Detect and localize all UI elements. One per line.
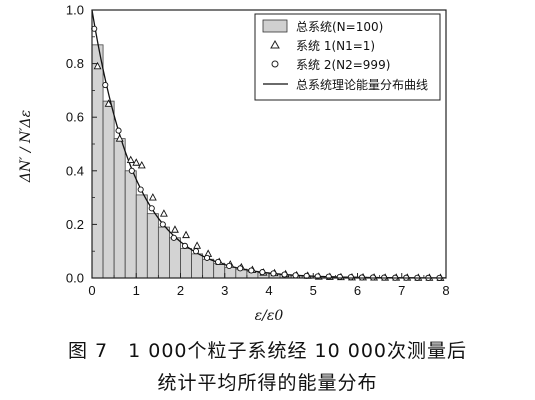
system1-point	[132, 158, 141, 166]
system1-point	[193, 241, 202, 249]
y-tick-label: 0.8	[66, 56, 84, 71]
histogram-bar	[169, 237, 181, 279]
histogram-bar	[102, 100, 115, 279]
system2-point	[128, 167, 135, 174]
histogram-bar	[180, 248, 192, 279]
system1-point	[93, 61, 102, 70]
system1-point	[137, 160, 146, 169]
x-tick-label: 5	[310, 283, 317, 298]
system2-point	[270, 270, 277, 277]
system2-point	[259, 269, 266, 276]
x-tick-label: 7	[398, 283, 405, 298]
y-axis-ticks: 0.0 0.2 0.4 0.6 0.8 1.0	[66, 3, 97, 286]
system2-point	[148, 205, 155, 212]
system1-point	[159, 209, 168, 217]
system1-point	[171, 225, 179, 233]
system2-point	[215, 258, 222, 265]
y-tick-label: 0.2	[66, 217, 84, 232]
x-tick-label: 6	[354, 283, 361, 298]
system1-point	[148, 193, 157, 201]
histogram-bar	[135, 194, 148, 279]
system2-point	[192, 248, 200, 255]
y-tick-label: 0.0	[66, 271, 84, 286]
histogram-bar	[202, 258, 215, 279]
x-tick-label: 1	[133, 283, 140, 298]
system2-point	[237, 265, 244, 272]
legend-entry-total: 总系统(N=100)	[296, 20, 383, 34]
legend-bar-swatch	[262, 19, 288, 33]
system2-point	[248, 267, 255, 274]
histogram-bar	[157, 226, 170, 279]
x-tick-label: 0	[88, 283, 95, 298]
figure-caption-line1: 图 7 1 000个粒子系统经 10 000次测量后	[67, 340, 468, 362]
system2-point	[336, 273, 343, 280]
legend-entry-system1: 系统 1(N1=1)	[296, 39, 375, 53]
system2-point	[292, 272, 299, 279]
figure-caption-line2: 统计平均所得的能量分布	[157, 372, 378, 394]
histogram-bar	[91, 44, 104, 279]
x-tick-label: 8	[442, 283, 449, 298]
legend-entry-system2: 系统 2(N2=999)	[296, 58, 390, 72]
y-tick-label: 1.0	[66, 3, 84, 18]
x-axis-ticks: 0 1 2 3 4 5 6 7 8	[88, 273, 450, 298]
system1-point	[182, 230, 190, 239]
x-tick-label: 2	[177, 283, 184, 298]
system2-point	[170, 234, 177, 241]
system1-point	[115, 134, 124, 142]
y-tick-label: 0.6	[66, 110, 84, 125]
legend: 总系统(N=100) 系统 1(N1=1) 系统 2(N2=999) 总系统理论…	[254, 13, 441, 101]
y-tick-label: 0.4	[66, 163, 84, 178]
legend-triangle-marker	[270, 39, 280, 49]
x-tick-label: 3	[221, 283, 228, 298]
legend-circle-marker	[271, 60, 279, 68]
system2-point	[181, 242, 188, 249]
system2-point	[203, 254, 211, 261]
x-axis-label: ε/ε0	[255, 308, 284, 324]
system2-point	[226, 262, 233, 269]
system2-point	[102, 81, 109, 89]
histogram-bar	[191, 253, 204, 279]
system2-point	[137, 186, 144, 193]
histogram-bar	[224, 266, 237, 279]
histogram-bar	[146, 213, 159, 279]
histogram-bar	[113, 138, 126, 279]
system1-point	[104, 99, 113, 107]
histogram-bar	[124, 170, 137, 279]
system2-point	[115, 127, 122, 134]
system1-point	[126, 155, 135, 164]
system2-point	[281, 271, 288, 278]
x-tick-label: 4	[265, 283, 272, 298]
legend-entry-theory: 总系统理论能量分布曲线	[296, 78, 428, 92]
system2-point	[159, 221, 166, 228]
system2-point	[347, 274, 354, 281]
y-axis-label: ΔN′ / N′Δε	[18, 110, 34, 183]
y-axis-label-text: ΔN′ / N′Δε	[18, 110, 34, 183]
histogram-bar	[213, 262, 226, 279]
